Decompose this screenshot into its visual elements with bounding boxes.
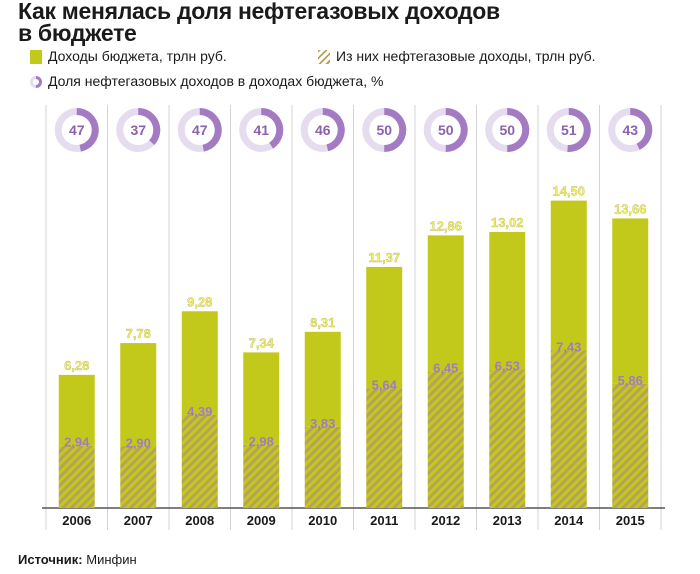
share-value-label: 50 (376, 122, 392, 138)
year-tick-label: 2014 (554, 513, 584, 528)
share-donut-center (124, 116, 153, 144)
oil-gas-bar (366, 388, 403, 508)
oil-gas-bar (427, 371, 464, 508)
budget-bar (489, 231, 526, 370)
budget-value-label: 13,02 (491, 215, 524, 230)
title-line-1: Как менялась доля нефтегазовых доходов (18, 0, 500, 24)
oil-gas-value-label: 5,86 (618, 373, 643, 388)
year-tick-label: 2007 (124, 513, 153, 528)
share-donut-arc (445, 108, 468, 152)
oil-gas-bar (243, 444, 280, 508)
source-label: Источник: (18, 552, 83, 567)
oil-gas-value-label: 7,43 (556, 339, 581, 354)
oil-gas-bar (612, 383, 649, 508)
share-donut-arc (138, 108, 161, 146)
legend-oil-gas-label: Из них нефтегазовые доходы, трлн руб. (336, 48, 596, 64)
share-donut-center (247, 116, 276, 144)
share-donut-arc (567, 108, 591, 152)
year-tick-label: 2015 (616, 513, 645, 528)
oil-gas-value-label: 6,53 (495, 359, 520, 374)
share-donut-center (308, 116, 337, 144)
budget-bar (612, 218, 649, 384)
share-value-label: 50 (499, 122, 515, 138)
legend-share: Доля нефтегазовых доходов в доходах бюдж… (30, 72, 383, 90)
share-donut-arc (322, 108, 345, 152)
legend-oil-gas: Из них нефтегазовые доходы, трлн руб. (318, 47, 596, 65)
oil-gas-value-label: 2,98 (249, 434, 274, 449)
year-tick-label: 2009 (247, 513, 276, 528)
budget-value-label: 11,37 (368, 250, 400, 265)
oil-gas-bar (181, 414, 218, 508)
share-donut-center (431, 116, 460, 144)
budget-value-label: 7,78 (126, 326, 151, 341)
budget-bar (120, 343, 157, 447)
share-value-label: 51 (561, 122, 577, 138)
budget-bar (181, 311, 218, 415)
oil-gas-value-label: 2,90 (126, 436, 151, 451)
oil-gas-bar (489, 369, 526, 508)
share-donut-center (370, 116, 399, 144)
year-tick-label: 2013 (493, 513, 522, 528)
budget-value-label: 6,28 (64, 358, 89, 373)
share-donut-icon (30, 76, 42, 89)
oil-gas-value-label: 5,64 (372, 377, 398, 392)
budget-swatch (30, 50, 42, 65)
share-donut-center (616, 116, 645, 144)
source-note: Источник: Минфин (18, 552, 137, 567)
share-donut-arc (507, 108, 530, 152)
budget-bar (58, 374, 95, 446)
legend-budget-label: Доходы бюджета, трлн руб. (48, 48, 227, 64)
share-donut-arc (384, 108, 407, 152)
budget-value-label: 7,34 (249, 335, 275, 350)
budget-value-label: 13,66 (614, 201, 647, 216)
year-tick-label: 2011 (370, 513, 398, 528)
budget-bar (550, 200, 587, 351)
budget-value-label: 12,86 (429, 218, 462, 233)
legend-budget: Доходы бюджета, трлн руб. (30, 47, 227, 65)
oil-gas-bar (550, 350, 587, 508)
budget-bar (427, 235, 464, 372)
share-donut-arc (76, 108, 99, 152)
share-value-label: 47 (192, 122, 208, 138)
share-donut-center (185, 116, 214, 144)
oil-gas-value-label: 6,45 (433, 360, 458, 375)
share-donut-center (62, 116, 91, 144)
share-donut-center (493, 116, 522, 144)
oil-gas-bar (58, 445, 95, 508)
share-value-label: 50 (438, 122, 454, 138)
budget-bar (243, 352, 280, 445)
share-value-label: 46 (315, 122, 331, 138)
source-value: Минфин (86, 552, 137, 567)
year-tick-label: 2012 (431, 513, 460, 528)
share-donut-arc (630, 107, 653, 150)
year-tick-label: 2008 (185, 513, 214, 528)
budget-value-label: 14,50 (552, 184, 585, 199)
share-donut-arc (261, 108, 284, 149)
share-value-label: 41 (253, 122, 269, 138)
budget-value-label: 8,31 (310, 315, 335, 330)
oil-gas-value-label: 2,94 (64, 435, 90, 450)
oil-gas-value-label: 3,83 (310, 416, 335, 431)
oil-gas-bar (304, 426, 341, 508)
year-tick-label: 2010 (308, 513, 337, 528)
oil-gas-bar (120, 446, 157, 508)
oil-gas-value-label: 4,39 (187, 404, 212, 419)
chart-title: Как менялась доля нефтегазовых доходов в… (18, 0, 678, 46)
share-value-label: 43 (622, 122, 638, 138)
legend-share-label: Доля нефтегазовых доходов в доходах бюдж… (48, 73, 384, 89)
share-value-label: 37 (130, 122, 146, 138)
title-line-2: в бюджете (18, 20, 137, 46)
year-tick-label: 2006 (62, 513, 91, 528)
share-value-label: 47 (69, 122, 85, 138)
budget-value-label: 9,28 (187, 294, 212, 309)
budget-bar (366, 266, 403, 389)
budget-bar (304, 331, 341, 427)
share-donut-arc (199, 108, 222, 152)
oil-gas-swatch (318, 50, 330, 65)
share-donut-center (554, 116, 583, 144)
